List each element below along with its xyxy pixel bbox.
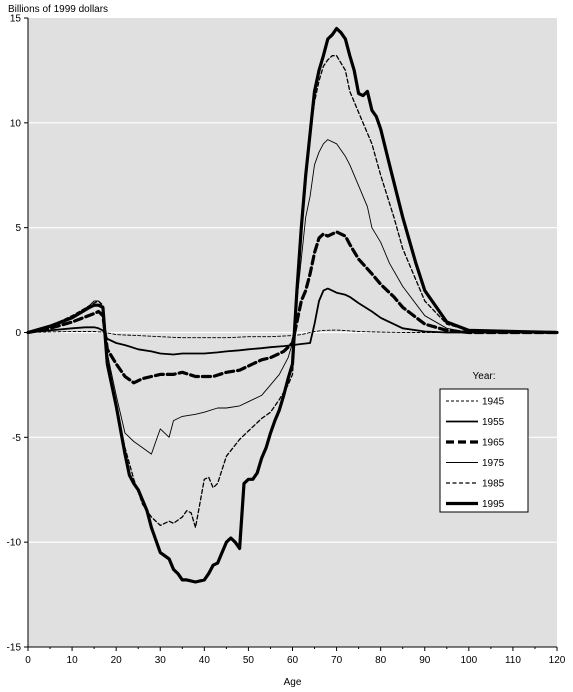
x-tick-label: 110 <box>505 655 521 666</box>
series-line-1985 <box>27 55 558 529</box>
y-tick-label: 0 <box>15 328 21 339</box>
y-tick-label: 10 <box>10 118 22 129</box>
x-tick-label: 100 <box>460 655 477 666</box>
x-axis-title: Age <box>284 677 302 688</box>
x-tick-label: 120 <box>549 655 566 666</box>
legend-title: Year: <box>473 371 496 382</box>
y-tick-label: -5 <box>12 433 21 444</box>
y-axis-title: Billions of 1999 dollars <box>8 4 108 15</box>
legend: Year: 1945 1955 1965 1975 1985 1995 <box>439 371 529 513</box>
axes: -15 -10 -5 0 5 10 15 0 10 20 30 40 50 60 70 80 90 100 110 1… <box>7 14 566 667</box>
series-lines <box>26 26 559 584</box>
legend-label-1995: 1995 <box>482 499 505 510</box>
legend-label-1965: 1965 <box>482 438 505 449</box>
legend-label-1975: 1975 <box>482 458 505 469</box>
y-tick-label: -10 <box>7 538 22 549</box>
x-tick-label: 60 <box>287 655 299 666</box>
x-tick-label: 20 <box>111 655 123 666</box>
y-tick-label: 15 <box>10 14 22 25</box>
x-tick-label: 40 <box>199 655 211 666</box>
legend-box <box>439 388 529 513</box>
x-tick-label: 90 <box>419 655 431 666</box>
x-tick-label: 0 <box>25 655 31 666</box>
series-line-1975 <box>27 139 558 455</box>
y-tick-label: 5 <box>15 223 21 234</box>
series-line-1965 <box>26 230 559 385</box>
legend-label-1945: 1945 <box>482 397 505 408</box>
y-tick-label: -15 <box>7 643 22 654</box>
x-tick-label: 70 <box>331 655 343 666</box>
legend-label-1955: 1955 <box>482 417 505 428</box>
series-line-1995 <box>26 26 559 584</box>
x-tick-label: 80 <box>375 655 387 666</box>
legend-label-1985: 1985 <box>482 479 505 490</box>
x-tick-label: 50 <box>243 655 255 666</box>
x-tick-label: 10 <box>67 655 79 666</box>
x-tick-label: 30 <box>155 655 167 666</box>
